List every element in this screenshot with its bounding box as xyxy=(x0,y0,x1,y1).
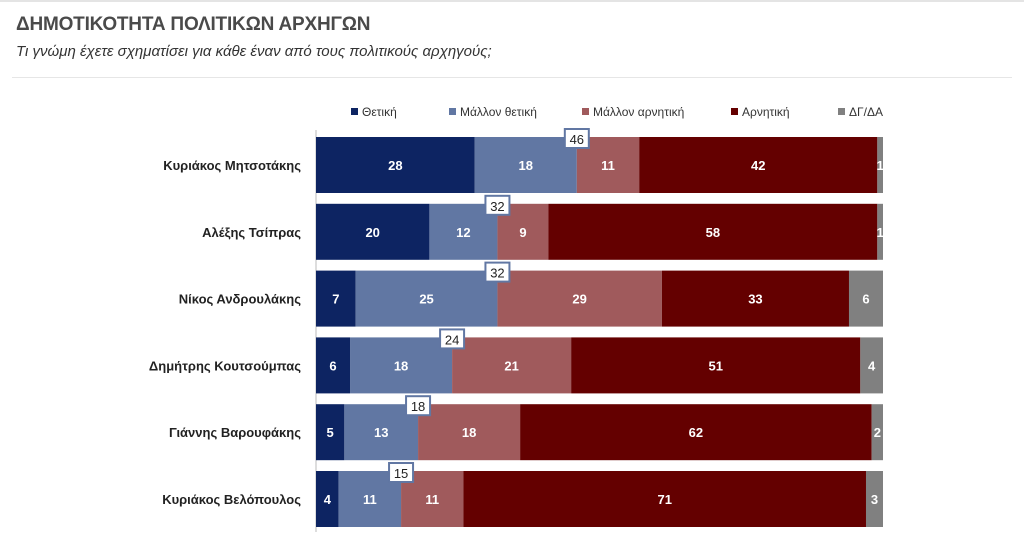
bar-segment xyxy=(316,137,475,193)
bar-segment xyxy=(871,404,883,461)
category-label: Γιάννης Βαρουφάκης xyxy=(169,425,301,440)
positive-total-callout xyxy=(388,462,415,483)
bar-segment xyxy=(877,203,883,260)
data-label: 25 xyxy=(419,292,433,307)
data-label: 11 xyxy=(425,492,439,507)
data-label: 21 xyxy=(504,358,518,373)
data-label: 33 xyxy=(748,292,762,307)
data-label: 58 xyxy=(706,225,720,240)
legend-label: Αρνητική xyxy=(742,105,790,119)
positive-total-callout xyxy=(484,261,511,283)
legend-label: Μάλλον θετική xyxy=(460,105,537,119)
positive-total-label: 46 xyxy=(570,132,584,147)
legend-swatch xyxy=(582,108,589,115)
positive-total-label: 24 xyxy=(445,332,459,347)
bar-segment xyxy=(316,270,356,327)
data-label: 51 xyxy=(709,358,723,373)
bar-segment xyxy=(355,270,498,327)
data-label: 42 xyxy=(751,158,765,173)
bar-segment xyxy=(860,337,883,394)
category-label: Κυριάκος Μητσοτάκης xyxy=(163,158,301,173)
data-label: 4 xyxy=(868,358,876,373)
data-label: 6 xyxy=(862,292,869,307)
data-label: 5 xyxy=(327,425,334,440)
bar-segment xyxy=(661,270,849,327)
category-label: Αλέξης Τσίπρας xyxy=(202,225,301,240)
data-label: 28 xyxy=(388,158,402,173)
bar-segment xyxy=(316,203,430,260)
bar-segment xyxy=(848,270,883,327)
divider xyxy=(12,77,1012,78)
data-label: 18 xyxy=(519,158,533,173)
legend-label: Μάλλον αρνητική xyxy=(593,105,684,119)
bar-segment xyxy=(316,404,345,461)
category-label: Κυριάκος Βελόπουλος xyxy=(162,492,301,507)
bar-segment xyxy=(877,137,883,193)
data-label: 9 xyxy=(519,225,526,240)
bar-segment xyxy=(350,337,453,394)
data-label: 2 xyxy=(874,425,881,440)
data-label: 7 xyxy=(332,292,339,307)
positive-total-label: 18 xyxy=(411,399,425,414)
data-label: 4 xyxy=(324,492,332,507)
legend-swatch xyxy=(838,108,845,115)
legend-label: Θετική xyxy=(362,105,397,119)
data-label: 6 xyxy=(329,358,336,373)
data-label: 29 xyxy=(572,292,586,307)
data-label: 20 xyxy=(365,225,379,240)
data-label: 13 xyxy=(374,425,388,440)
legend-label: ΔΓ/ΔΑ xyxy=(849,105,883,119)
data-label: 71 xyxy=(657,492,671,507)
positive-total-label: 32 xyxy=(490,266,504,281)
positive-total-callout xyxy=(484,194,511,216)
data-label: 18 xyxy=(462,425,476,440)
positive-total-callout xyxy=(563,128,590,149)
legend-swatch xyxy=(449,108,456,115)
data-label: 12 xyxy=(456,225,470,240)
bar-segment xyxy=(452,337,572,394)
bar-segment xyxy=(571,337,861,394)
bar-segment xyxy=(463,471,866,527)
positive-total-callout xyxy=(405,395,432,417)
data-label: 11 xyxy=(363,492,377,507)
data-label: 11 xyxy=(601,158,615,173)
data-label: 1 xyxy=(877,158,884,173)
bar-segment xyxy=(639,137,878,193)
data-label: 3 xyxy=(871,492,878,507)
data-label: 18 xyxy=(394,358,408,373)
bar-segment xyxy=(418,404,521,461)
legend-swatch xyxy=(351,108,358,115)
bar-segment xyxy=(474,137,577,193)
positive-total-label: 32 xyxy=(490,199,504,214)
positive-total-label: 15 xyxy=(394,466,408,481)
top-border xyxy=(0,0,1024,2)
category-label: Δημήτρης Κουτσούμπας xyxy=(149,358,301,373)
bar-segment xyxy=(316,471,339,527)
bar-segment xyxy=(520,404,872,461)
bar-segment xyxy=(865,471,883,527)
bar-segment xyxy=(548,203,878,260)
data-label: 1 xyxy=(877,225,884,240)
page-title: ΔΗΜΟΤΙΚΟΤΗΤΑ ΠΟΛΙΤΙΚΩΝ ΑΡΧΗΓΩΝ xyxy=(16,14,371,35)
data-label: 62 xyxy=(689,425,703,440)
category-label: Νίκος Ανδρουλάκης xyxy=(179,292,301,307)
bar-segment xyxy=(316,337,351,394)
legend-swatch xyxy=(731,108,738,115)
positive-total-callout xyxy=(439,328,466,350)
page-subtitle: Τι γνώμη έχετε σχηματίσει για κάθε έναν … xyxy=(16,43,492,60)
bar-segment xyxy=(497,270,662,327)
